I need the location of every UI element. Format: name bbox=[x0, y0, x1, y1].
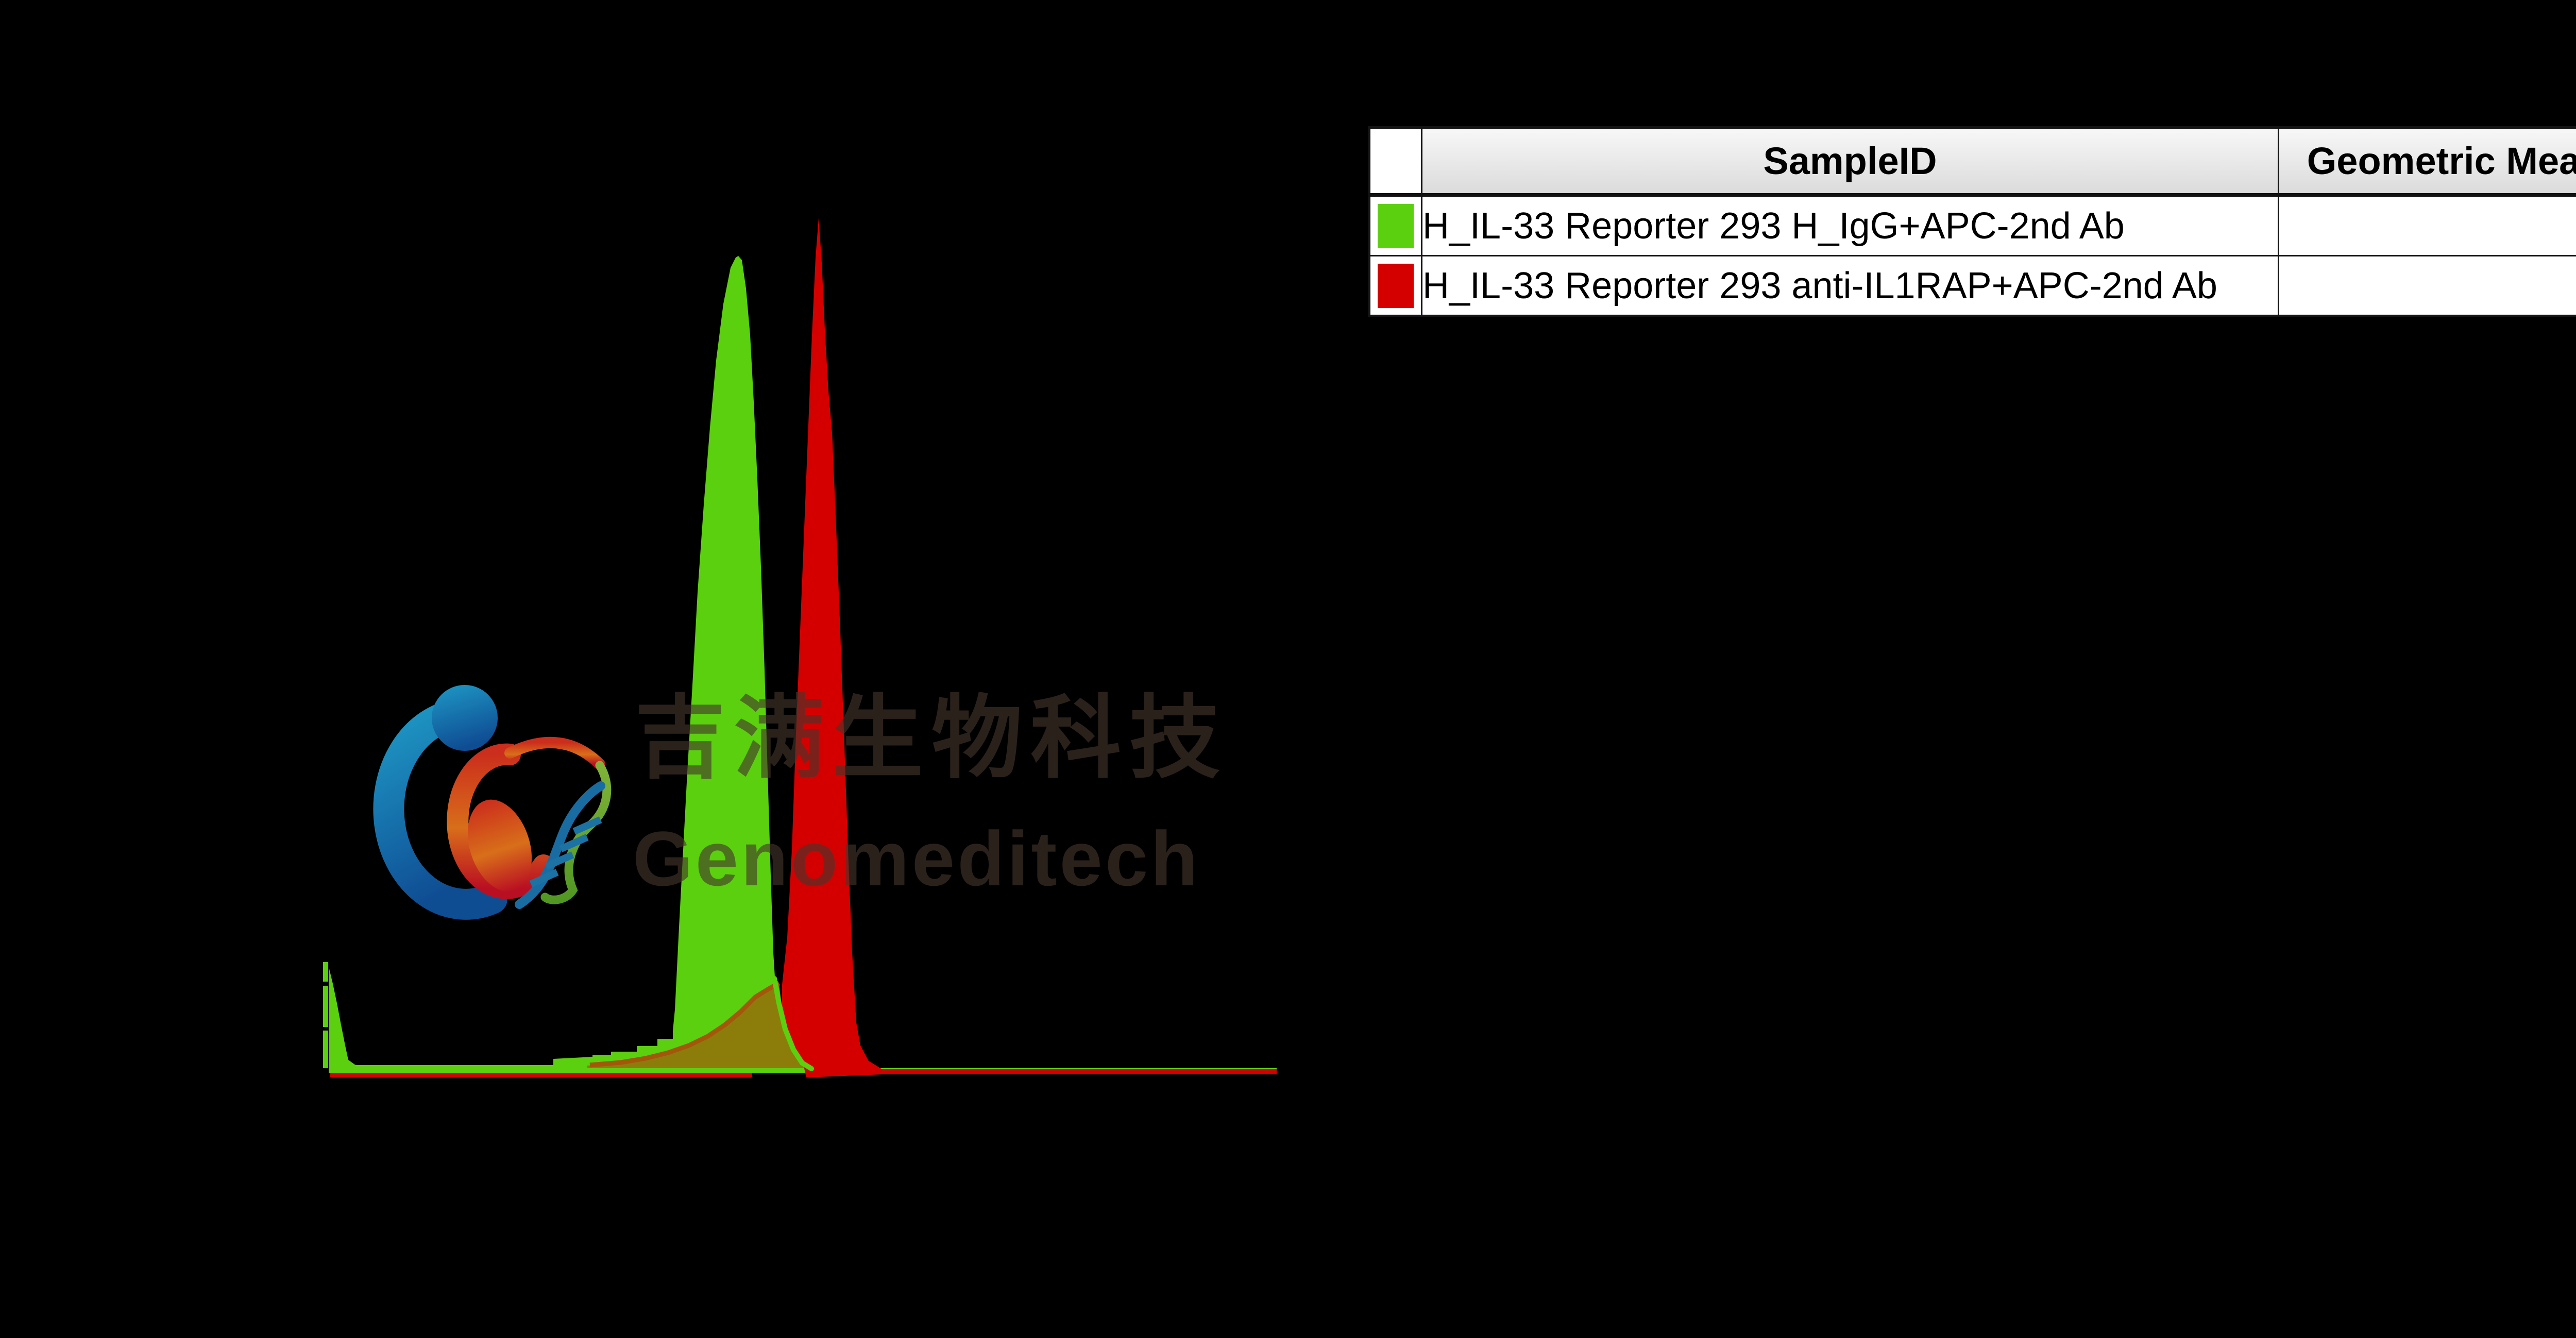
table-row: H_IL-33 Reporter 293 H_IgG+APC-2nd Ab 90… bbox=[1368, 194, 2576, 256]
header-sample-id: SampleID bbox=[1421, 127, 2279, 197]
red-tail-stair-line bbox=[589, 981, 781, 1068]
series-color-swatch-red bbox=[1378, 263, 1414, 308]
swatch-cell bbox=[1368, 255, 1422, 317]
legend-table-container: SampleID Geometric Mean : R675-H H_IL-33… bbox=[1368, 126, 2576, 317]
series-color-swatch-green bbox=[1378, 203, 1414, 248]
sample-id-cell: H_IL-33 Reporter 293 H_IgG+APC-2nd Ab bbox=[1421, 194, 2279, 256]
logo-blue-swirl bbox=[373, 685, 507, 920]
swatch-cell bbox=[1368, 194, 1422, 256]
legend-header-row: SampleID Geometric Mean : R675-H bbox=[1368, 127, 2576, 197]
legend-table: SampleID Geometric Mean : R675-H H_IL-33… bbox=[1368, 126, 2576, 317]
green-origin-spike bbox=[323, 962, 328, 1068]
logo-red-flame bbox=[447, 736, 605, 899]
watermark-cjk-text: 吉满生物科技 bbox=[635, 688, 1229, 789]
geometric-mean-cell: 7695 bbox=[2278, 255, 2576, 317]
header-statistic: Geometric Mean : R675-H bbox=[2278, 127, 2576, 197]
genomeditech-logo bbox=[373, 685, 612, 920]
geometric-mean-cell: 905 bbox=[2278, 194, 2576, 256]
table-row: H_IL-33 Reporter 293 anti-IL1RAP+APC-2nd… bbox=[1368, 255, 2576, 317]
watermark-latin-text: Genomeditech bbox=[633, 815, 1200, 902]
header-swatch-cell bbox=[1368, 127, 1422, 197]
sample-id-cell: H_IL-33 Reporter 293 anti-IL1RAP+APC-2nd… bbox=[1421, 255, 2279, 317]
green-edge-line bbox=[772, 976, 814, 1071]
logo-dna-helix bbox=[515, 781, 605, 909]
histogram-red-fill bbox=[782, 218, 1277, 1077]
